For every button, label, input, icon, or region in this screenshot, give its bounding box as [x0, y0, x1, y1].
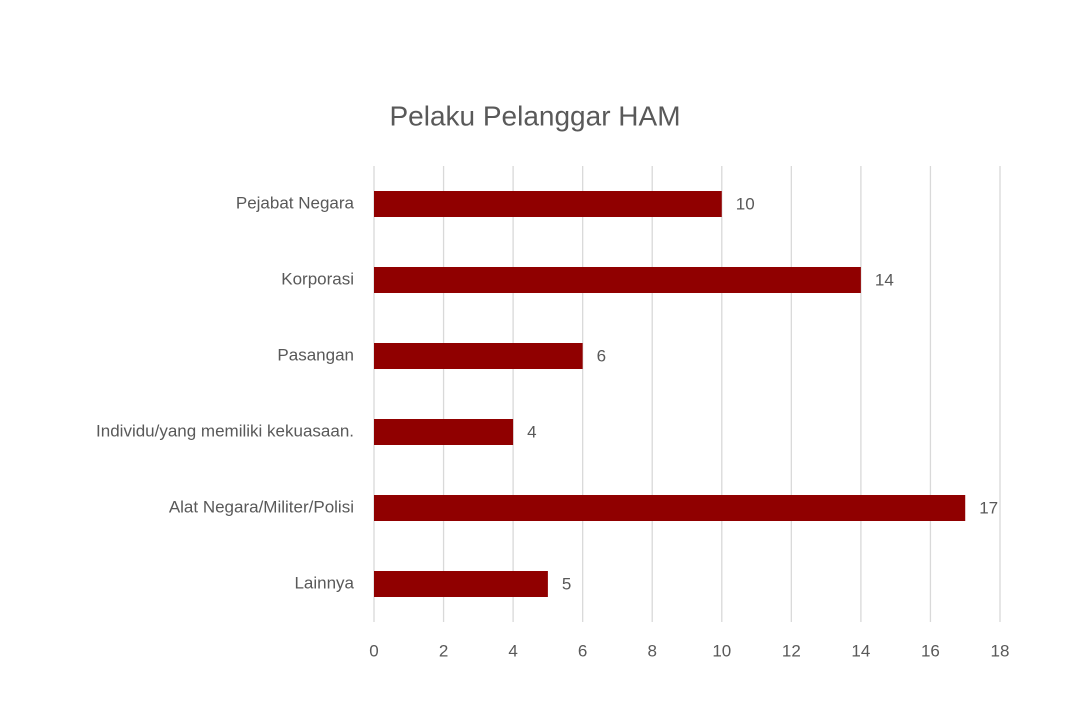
- y-tick-label: Individu/yang memiliki kekuasaan.: [96, 421, 354, 440]
- value-label: 14: [875, 270, 894, 289]
- x-tick-label: 14: [851, 641, 870, 660]
- x-tick-label: 0: [369, 641, 378, 660]
- y-tick-label: Pejabat Negara: [236, 193, 355, 212]
- x-tick-label: 12: [782, 641, 801, 660]
- value-label: 17: [979, 498, 998, 517]
- x-tick-label: 2: [439, 641, 448, 660]
- bar: [374, 267, 861, 293]
- chart-title: Pelaku Pelanggar HAM: [389, 100, 680, 131]
- x-tick-label: 10: [712, 641, 731, 660]
- bar: [374, 571, 548, 597]
- value-label: 4: [527, 422, 536, 441]
- bar: [374, 343, 583, 369]
- x-tick-label: 6: [578, 641, 587, 660]
- x-tick-label: 18: [991, 641, 1010, 660]
- y-tick-label: Lainnya: [294, 573, 354, 592]
- y-tick-label: Alat Negara/Militer/Polisi: [169, 497, 354, 516]
- value-label: 10: [736, 194, 755, 213]
- x-tick-label: 8: [647, 641, 656, 660]
- value-label: 5: [562, 574, 571, 593]
- bar: [374, 495, 966, 521]
- value-label: 6: [597, 346, 606, 365]
- x-tick-label: 4: [508, 641, 517, 660]
- bar: [374, 191, 722, 217]
- y-tick-label: Pasangan: [277, 345, 354, 364]
- x-tick-label: 16: [921, 641, 940, 660]
- y-tick-label: Korporasi: [281, 269, 354, 288]
- bar: [374, 419, 514, 445]
